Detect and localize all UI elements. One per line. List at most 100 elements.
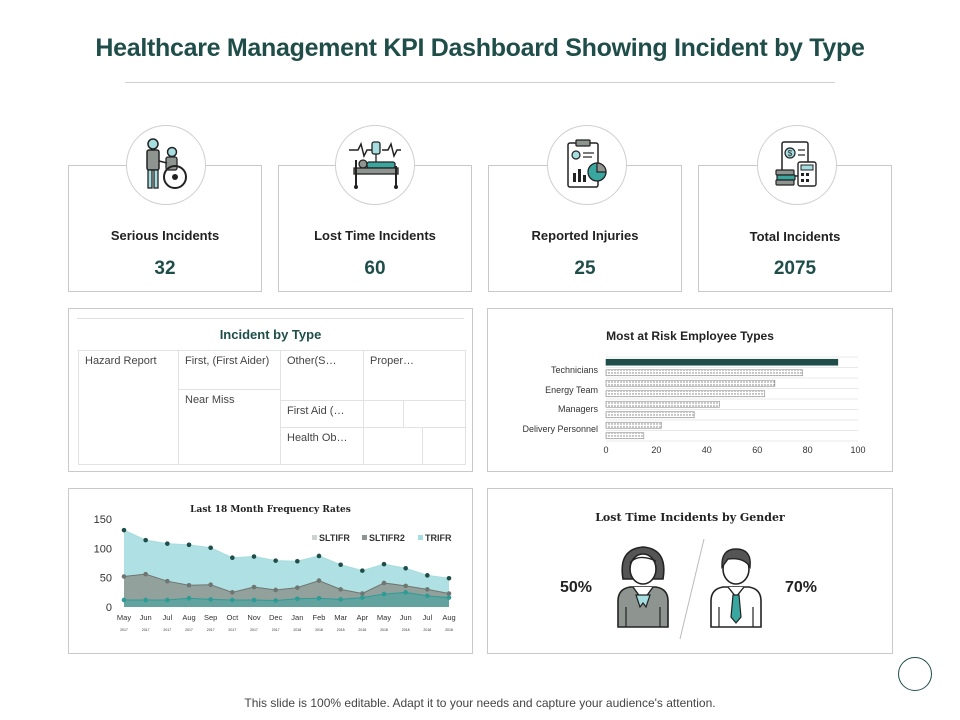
data-point [446,595,452,600]
data-point [381,561,387,567]
treemap-cell-near-miss: Near Miss [178,389,281,465]
data-point [273,558,278,563]
data-point [208,545,213,551]
medical-bill-icon: $ [757,125,837,205]
data-point [403,583,408,589]
next-slide-button[interactable] [898,657,932,691]
x-tick-label: 40 [702,445,712,455]
x-year-label: 2018 [445,628,453,632]
data-point [208,597,213,602]
kpi-label: Serious Incidents [110,228,220,243]
medical-report-icon [547,125,627,205]
risk-chart-title: Most at Risk Employee Types [606,329,774,343]
male-percent: 70% [785,579,818,596]
treemap-cell-property: Proper… [363,350,466,401]
data-point [121,574,127,579]
data-point [316,553,322,559]
treemap-cell-first-aid: First Aid (… [280,400,364,428]
y-tick-label: 50 [100,573,112,585]
kpi-value: 25 [574,258,596,279]
data-point [251,597,257,603]
legend-swatch [312,535,317,540]
male-avatar-icon [710,548,762,628]
data-point [316,578,322,583]
data-point [186,595,192,601]
legend-label: TRIFR [425,533,452,543]
line-series-sltifr2 [123,573,450,595]
data-point [403,565,408,571]
x-tick-label: Jun [140,613,152,622]
treemap-cell-hazard-report: Hazard Report [78,350,179,465]
x-tick-label: Dec [269,613,283,622]
gender-panel: Lost Time Incidents by Gender 50% 70% [487,488,893,654]
x-year-label: 2017 [185,628,193,632]
data-point [251,554,257,559]
y-category-label: Energy Team [545,385,598,395]
x-tick-label: Jul [423,613,433,622]
data-point [338,562,343,568]
data-point [446,575,452,581]
data-point [338,597,343,602]
data-point [186,582,192,588]
data-point [425,587,430,592]
gender-title: Lost Time Incidents by Gender [595,511,785,524]
risk-bar [605,358,839,366]
treemap-cell-health-ob: Health Ob… [280,427,364,465]
x-tick-label: Sep [204,613,217,622]
kpi-label: Total Incidents [749,229,841,244]
risk-bar [605,369,803,377]
x-tick-label: 0 [603,445,608,455]
x-year-label: 2017 [250,628,258,632]
treemap-cell-other: Other(S… [280,350,364,401]
data-point [295,596,300,602]
data-point [273,598,278,603]
title-divider [125,82,835,83]
data-point [338,587,343,592]
wheelchair-icon [126,125,206,205]
x-year-label: 2018 [380,628,388,632]
x-year-label: 2017 [228,628,236,632]
legend-label: SLTIFR2 [369,533,405,543]
x-tick-label: 80 [803,445,813,455]
legend-label: SLTIFR [319,533,350,543]
y-tick-label: 100 [94,543,112,555]
area-series-sltifr [124,592,449,607]
kpi-label: Reported Injuries [531,228,639,243]
data-point [273,587,278,593]
x-tick-label: Jun [400,613,412,622]
risk-bar-chart: 0 20 40 60 80 100 Technicians Energy Team Manage… [522,356,866,455]
x-tick-label: Feb [313,613,326,622]
incident-by-type-panel: Incident by Type Hazard Report First, (F… [68,308,473,472]
x-tick-label: May [117,613,131,622]
frequency-chart-title: Last 18 Month Frequency Rates [190,505,351,515]
treemap-cell-first-aider: First, (First Aider) [178,350,281,390]
x-year-label: 2018 [315,628,323,632]
line-series-trifr [123,529,450,579]
x-tick-label: 60 [752,445,762,455]
data-point [381,591,387,597]
x-tick-label: Apr [356,613,368,622]
x-year-label: 2017 [120,628,128,632]
x-year-label: 2017 [142,628,150,632]
treemap-cell-blank [363,400,404,428]
data-point [143,597,148,603]
legend-swatch [362,535,367,540]
x-tick-label: 100 [850,445,865,455]
risk-bar [605,390,766,398]
y-category-label: Technicians [551,365,599,375]
gender-illustration [617,538,762,640]
data-point [425,593,430,599]
divider-line [679,538,705,640]
female-percent: 50% [560,579,593,596]
x-year-label: 2018 [293,628,301,632]
x-year-label: 2018 [337,628,345,632]
y-category-label: Delivery Personnel [522,424,598,434]
x-tick-label: Aug [442,613,455,622]
x-tick-label: Jan [291,613,303,622]
data-point [165,541,170,546]
data-point [208,582,213,588]
footer-note: This slide is 100% editable. Adapt it to… [244,696,716,710]
panel-title: Incident by Type [219,327,322,342]
x-year-label: 2018 [358,628,366,632]
data-point [165,597,170,603]
